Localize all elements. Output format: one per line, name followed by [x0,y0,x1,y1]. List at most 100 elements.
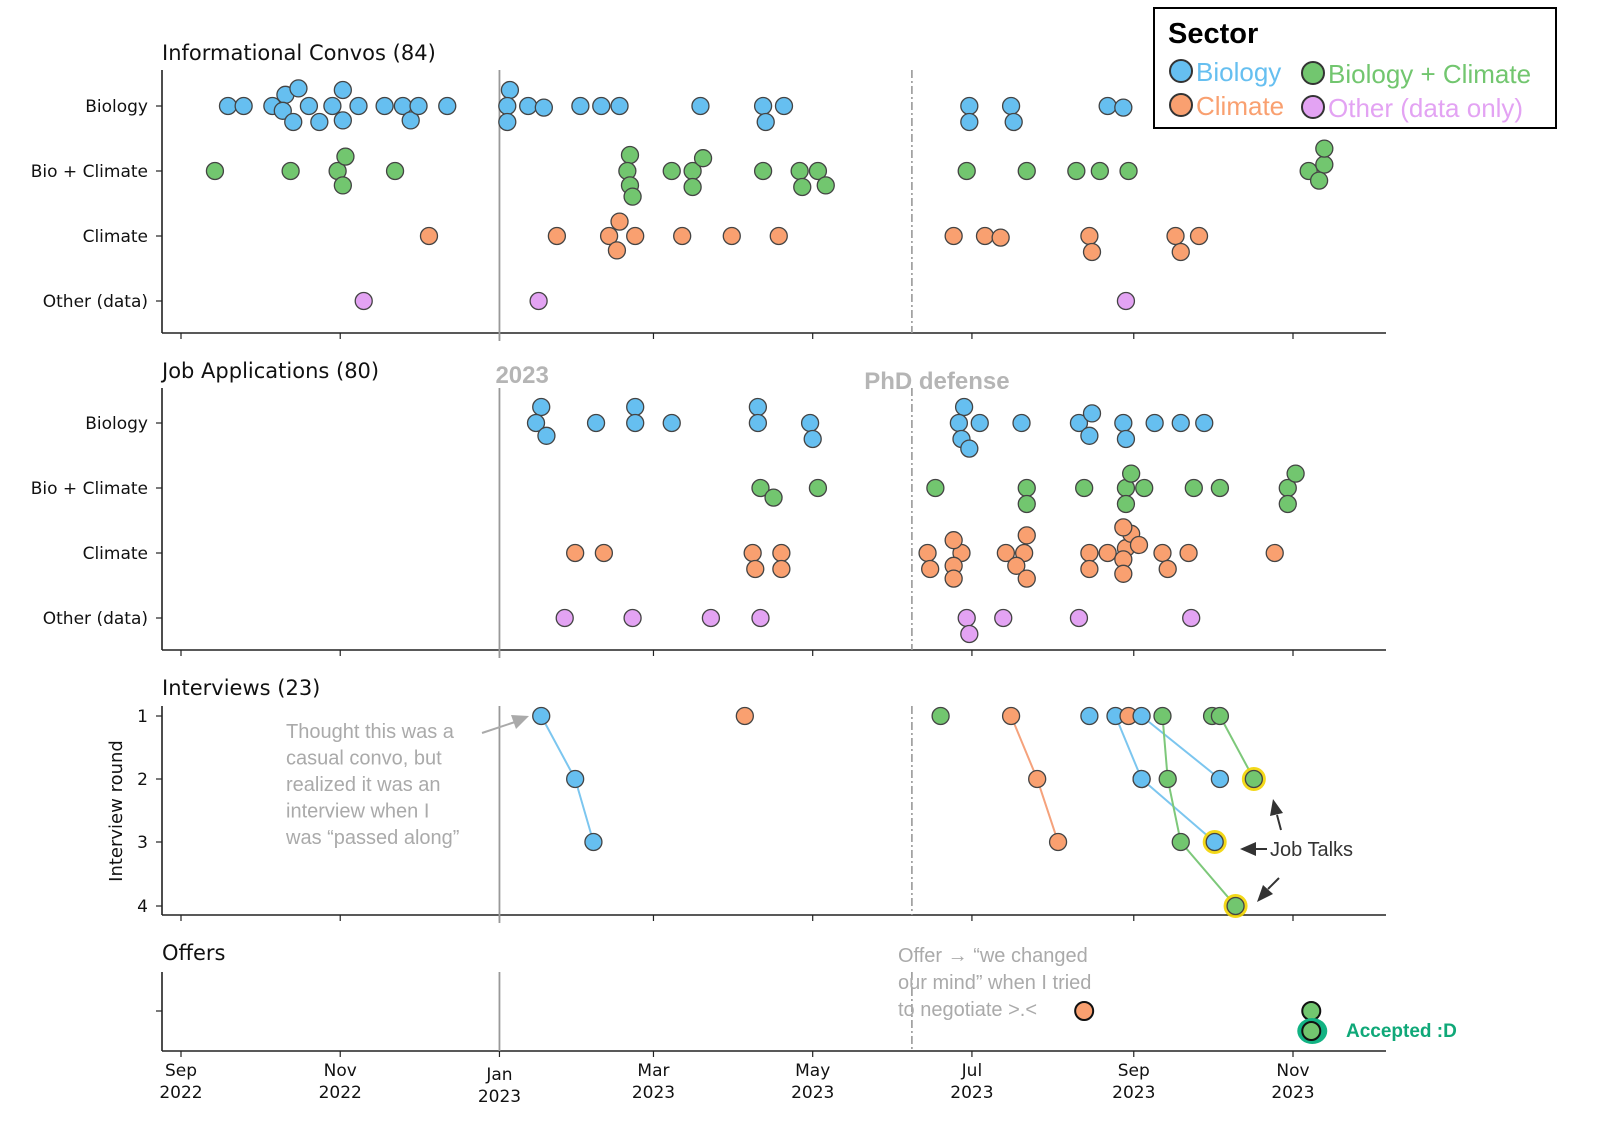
annotation-casual-convo-line: Thought this was a [286,721,455,743]
data-point-informational-bio-climate [793,177,812,197]
legend-frame [1153,7,1557,129]
data-point-applications-climate [746,559,765,579]
data-point-applications-climate [996,543,1016,563]
job-talk-arrowhead [1270,799,1283,816]
offer-point-climate [1074,1001,1095,1021]
legend-title: Sector [1168,18,1258,50]
x-tick-label-year: 2023 [1112,1083,1155,1103]
data-point-applications-biology [1171,413,1190,433]
data-point-applications-bio-climate [1135,478,1154,498]
x-tick-label-year: 2023 [478,1087,521,1107]
data-point-informational-bio-climate [957,161,976,181]
interview-point-bio-climate [1153,706,1172,726]
data-point-applications-climate [1158,559,1177,579]
data-point-informational-climate [673,226,692,246]
interview-point-biology [1205,832,1224,852]
data-point-informational-bio-climate [683,177,702,197]
data-point-applications-climate [1179,543,1198,563]
data-point-informational-biology [273,101,292,120]
data-point-applications-biology [586,413,606,433]
annotation-job-talks: Job Talks [1270,839,1353,861]
interview-point-biology [532,706,551,726]
marker-label-phd-defense: PhD defense [864,368,1009,395]
x-tick-label-year: 2022 [159,1083,202,1103]
data-point-informational-bio-climate [808,161,828,181]
data-point-informational-bio-climate [623,187,642,206]
data-point-informational-other-data [354,291,373,311]
data-point-informational-bio-climate [1067,161,1086,181]
data-point-applications-other-data [1182,608,1201,628]
data-point-applications-biology [1069,413,1089,433]
legend-marker-biology [1169,59,1193,83]
data-point-informational-bio-climate [333,176,352,195]
annotation-casual-convo-line: casual convo, but [286,748,442,770]
text-layer: Informational Convos (84) Biology Bio + Cl… [31,41,1457,1107]
data-point-informational-bio-climate [1315,139,1334,158]
data-point-informational-bio-climate [1090,161,1109,181]
y-tick-label-other-data: Other (data) [43,609,148,629]
data-point-applications-biology [1012,413,1031,433]
data-point-informational-biology [299,96,319,116]
data-point-informational-biology [519,96,538,116]
data-point-informational-biology [753,96,773,116]
data-point-applications-climate [921,559,940,579]
data-point-informational-biology [774,96,794,116]
data-point-applications-climate [1017,526,1036,545]
legend-label-other: Other (data only) [1328,93,1523,123]
data-point-informational-biology [401,111,420,130]
data-point-informational-bio-climate [753,161,773,181]
data-point-informational-biology [960,96,979,116]
x-tick-label-month: Jul [961,1061,983,1081]
data-point-applications-biology [748,413,768,433]
offer-point-bio-climate [1301,1021,1322,1041]
data-point-applications-other-data [623,608,642,628]
interview-point-biology [566,769,585,789]
interview-point-biology [1080,706,1099,726]
data-point-informational-climate [1082,242,1102,262]
data-point-informational-biology [289,79,308,98]
interview-point-bio-climate [931,706,950,726]
data-point-informational-climate [547,226,567,246]
interview-point-bio-climate [1210,706,1230,726]
y-tick-label-round-2: 2 [137,770,148,790]
x-tick-label-month: Sep [1118,1061,1150,1081]
data-point-informational-biology [610,96,629,116]
data-point-applications-bio-climate [751,478,770,498]
data-point-informational-biology [438,96,457,116]
data-point-informational-bio-climate [790,161,809,181]
data-point-informational-biology [960,112,979,132]
annotation-offer-rescinded-line: Offer → “we changed [898,945,1088,967]
interview-point-climate [735,706,754,726]
y-tick-label-climate: Climate [83,544,148,564]
data-point-applications-biology [970,413,989,433]
y-tick-label-round-4: 4 [137,897,148,917]
data-point-informational-bio-climate [693,149,713,168]
data-point-informational-biology [234,96,253,116]
y-tick-label-biology: Biology [85,414,148,434]
data-point-applications-bio-climate [926,478,945,498]
data-point-applications-climate [1114,518,1133,537]
interview-point-bio-climate [1226,896,1245,916]
interview-point-biology [1210,769,1230,789]
interview-point-climate [1001,706,1021,726]
panel-title-informational: Informational Convos (84) [162,41,436,65]
x-tick-label-month: Mar [637,1061,669,1081]
data-point-informational-biology [1098,96,1117,116]
data-point-informational-other-data [1116,291,1136,311]
legend-label-biology: Biology [1196,57,1281,87]
data-point-applications-biology [960,439,979,458]
data-point-informational-climate [1189,226,1209,246]
interview-point-bio-climate [1158,769,1177,789]
annotation-casual-convo-line: was “passed along” [285,827,459,849]
data-point-applications-climate [1265,543,1284,563]
offer-point-bio-climate [1301,1001,1322,1021]
legend-marker-bio-climate [1301,61,1325,85]
y-tick-label-round-3: 3 [137,833,148,853]
data-point-informational-bio-climate [816,176,835,195]
x-tick-label-year: 2023 [632,1083,675,1103]
data-point-informational-biology [349,96,368,116]
legend-marker-climate [1169,93,1193,117]
data-point-applications-bio-climate [1184,478,1203,498]
data-point-informational-climate [1171,242,1190,262]
data-point-informational-climate [1166,226,1185,246]
